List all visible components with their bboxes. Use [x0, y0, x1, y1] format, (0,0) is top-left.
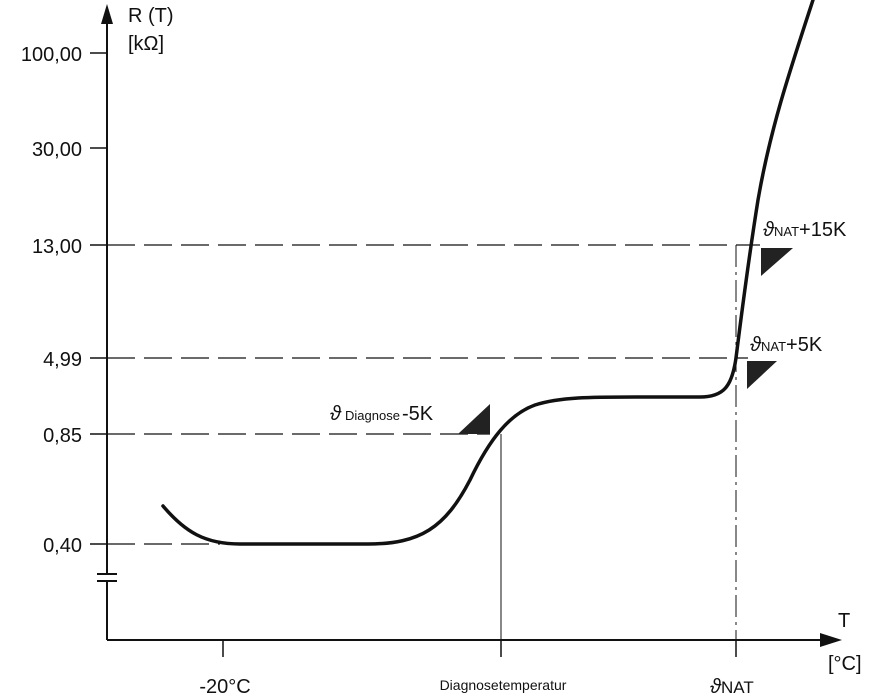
annotation-nat-15k-sub: NAT — [774, 224, 799, 239]
y-axis-label-line2: [kΩ] — [128, 33, 164, 55]
x-tick-label-nat: ϑNAT — [710, 676, 754, 698]
annotation-diagnose: ϑ Diagnose -5K — [330, 403, 434, 425]
x-tick-label-diagnose: Diagnosetemperatur — [440, 677, 567, 693]
resistance-curve — [161, 0, 815, 546]
annotation-diagnose-suffix: -5K — [402, 403, 434, 425]
marker-diagnose — [458, 404, 490, 434]
annotation-nat-15k-suffix: +15K — [799, 219, 847, 241]
y-tick-label-4-99: 4,99 — [43, 349, 82, 371]
y-tick-label-0-85: 0,85 — [43, 425, 82, 447]
annotation-nat-5k: ϑNAT+5K — [750, 334, 823, 356]
marker-nat-5k — [747, 361, 777, 389]
annotation-nat-5k-symbol: ϑ — [750, 334, 762, 356]
y-tick-label-100: 100,00 — [21, 44, 82, 66]
annotation-nat-15k: ϑNAT+15K — [763, 219, 847, 241]
x-tick-label-nat-symbol: ϑ — [710, 676, 722, 698]
x-axis-label-line1: T — [838, 610, 850, 632]
y-tick-label-0-40: 0,40 — [43, 535, 82, 557]
y-axis-label-line1: R (T) — [128, 5, 174, 27]
y-tick-label-13: 13,00 — [32, 236, 82, 258]
annotation-nat-5k-sub: NAT — [761, 339, 786, 354]
y-axis-arrow — [101, 4, 113, 24]
y-axis-break-gap — [104, 575, 110, 580]
annotation-nat-15k-symbol: ϑ — [763, 219, 775, 241]
annotation-diagnose-symbol: ϑ — [330, 403, 342, 425]
y-tick-label-30: 30,00 — [32, 139, 82, 161]
x-tick-label-nat-sub: NAT — [721, 678, 754, 697]
x-axis-label-line2: [°C] — [828, 653, 862, 675]
annotation-nat-5k-suffix: +5K — [786, 334, 823, 356]
annotation-diagnose-sub: Diagnose — [345, 408, 400, 423]
x-axis-arrow — [820, 633, 842, 647]
marker-nat-15k — [761, 248, 793, 276]
x-tick-label-minus20: -20°C — [199, 676, 250, 698]
